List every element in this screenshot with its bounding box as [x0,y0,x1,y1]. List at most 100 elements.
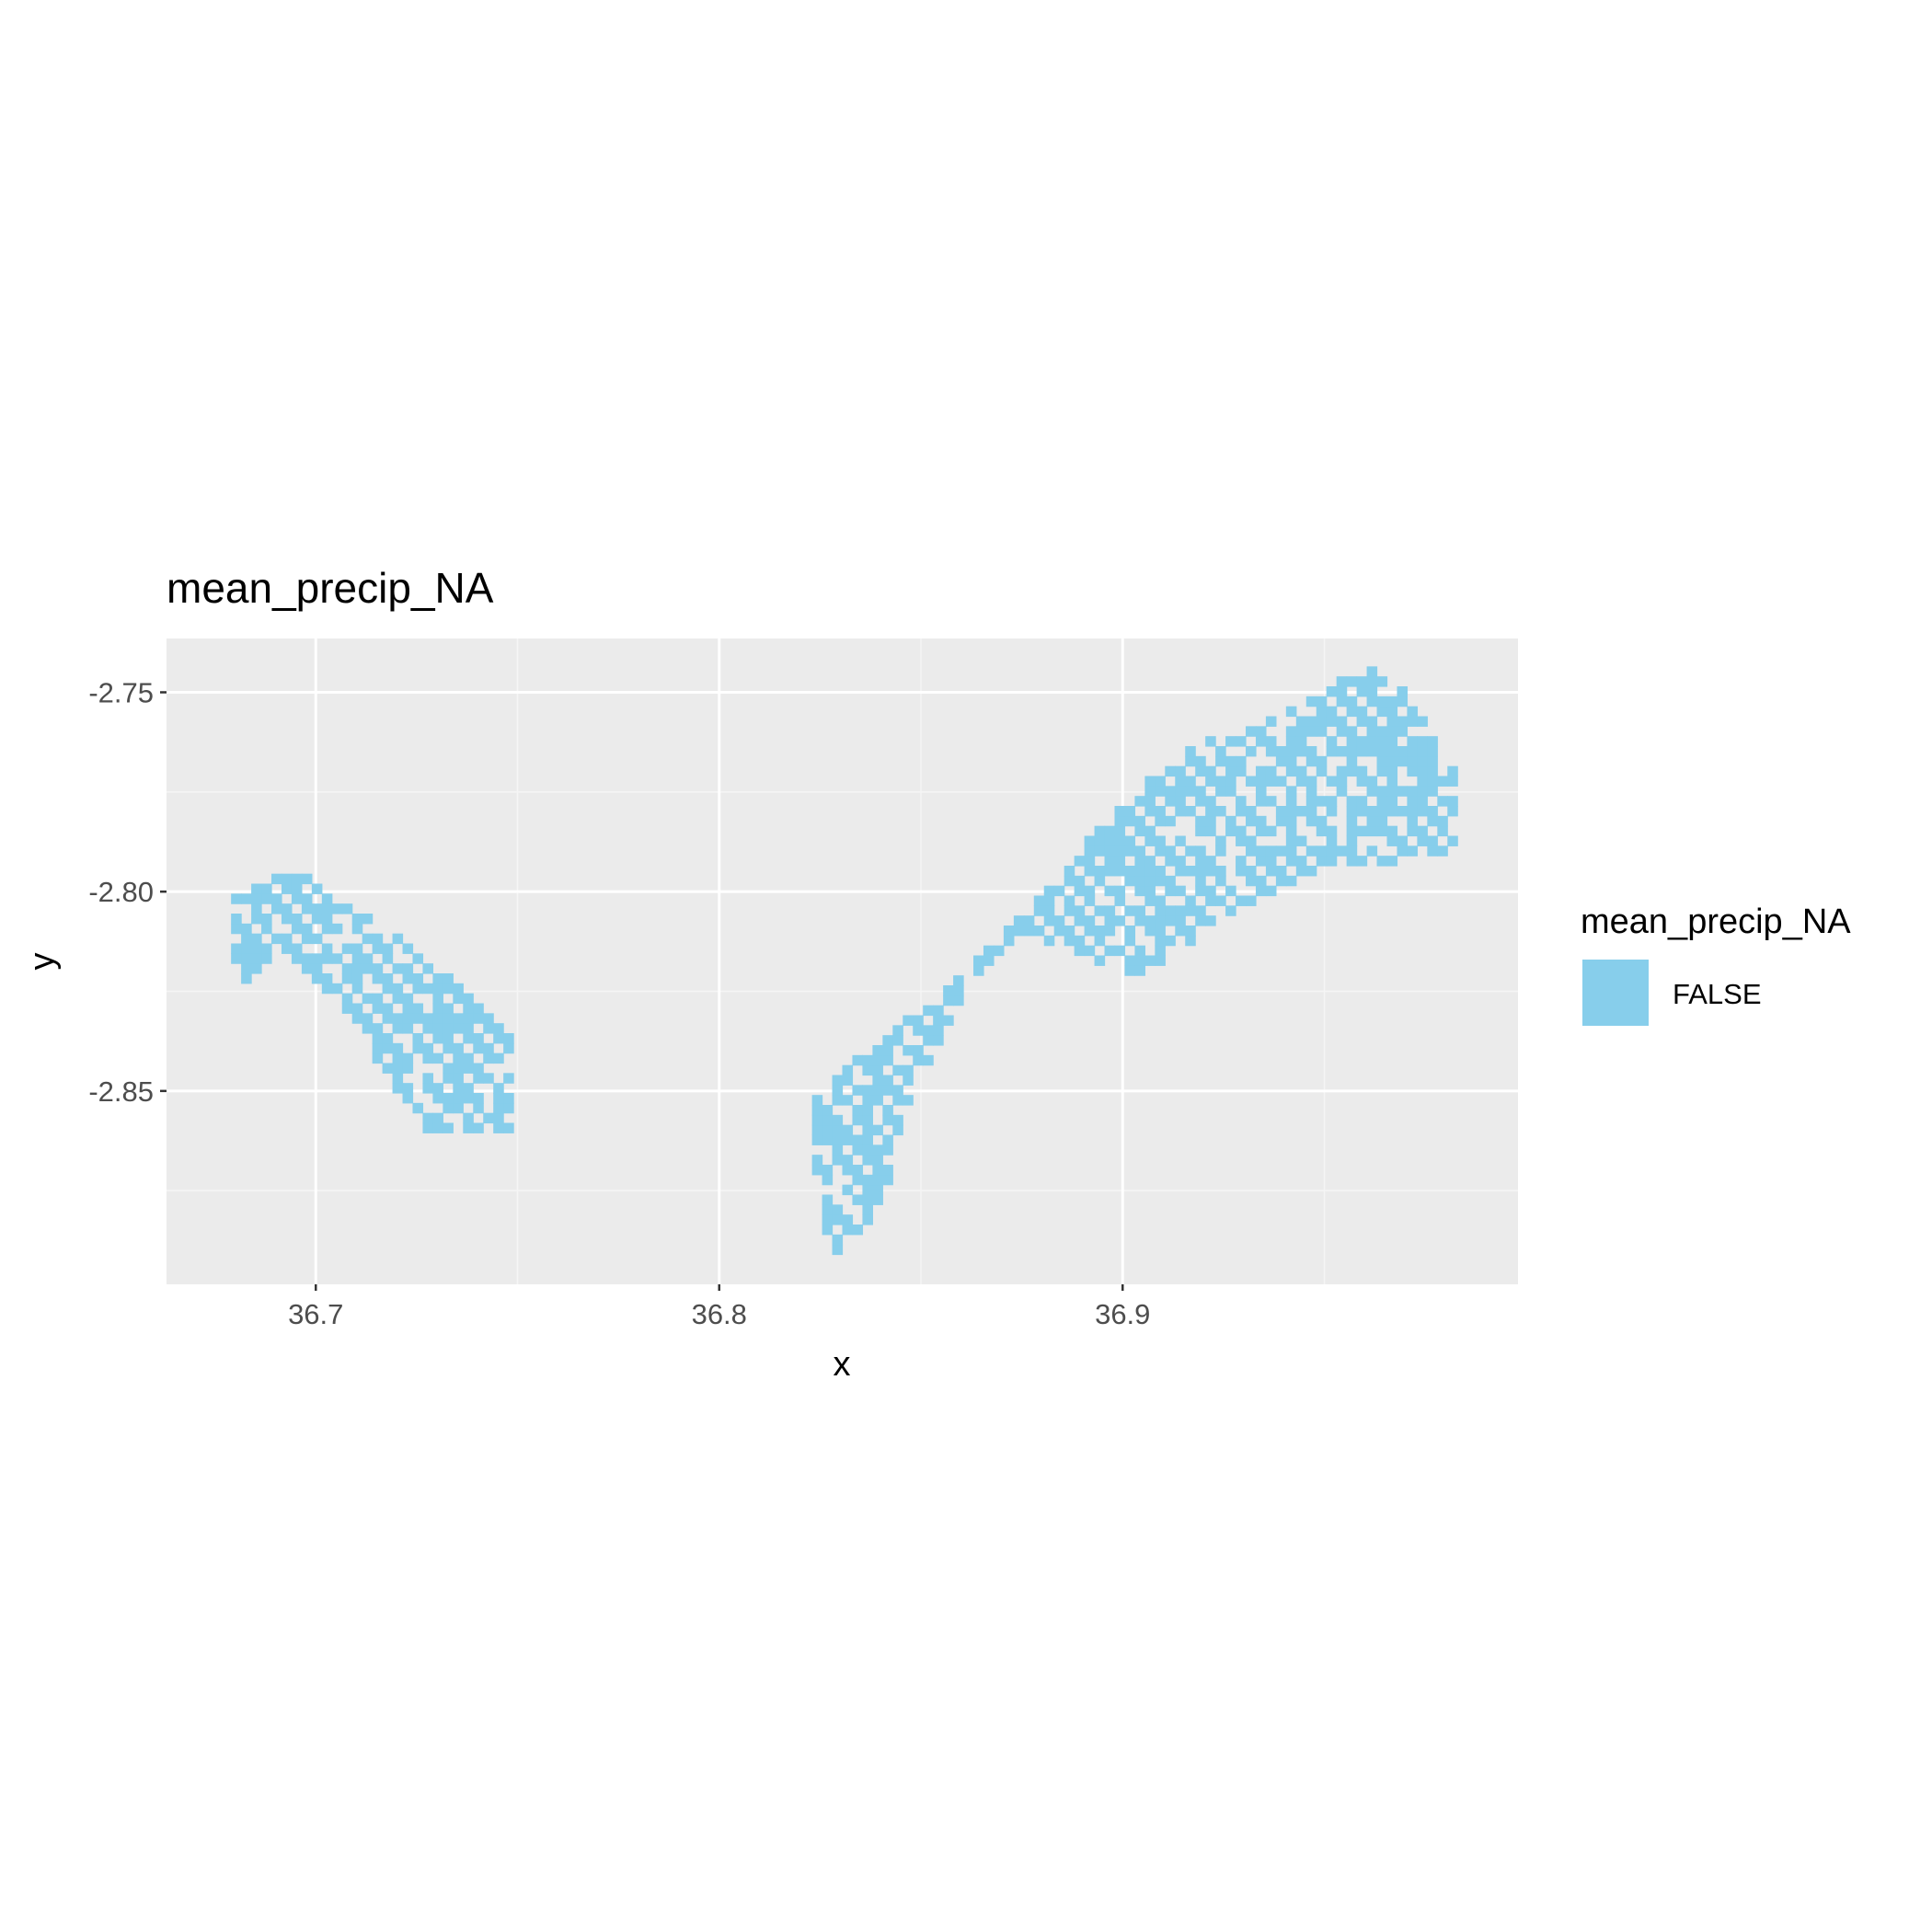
raster-cell [1265,765,1277,777]
raster-cell [1155,935,1166,947]
raster-cell [1094,866,1106,877]
raster-cell [1386,776,1398,787]
raster-cell [1134,965,1145,976]
raster-cell [362,1023,374,1034]
raster-cell [1114,895,1126,906]
raster-cell [453,993,464,1005]
raster-cell [1437,825,1448,837]
raster-cell [463,1093,474,1104]
raster-cell [1316,815,1328,827]
raster-cell [1104,835,1116,846]
raster-cell [382,983,394,995]
raster-cell [453,1102,464,1114]
raster-cell [862,1174,873,1186]
raster-cell [422,963,434,974]
raster-cell [832,1124,844,1136]
raster-cell [301,933,313,945]
raster-cell [1295,746,1307,757]
raster-cell [301,893,313,904]
raster-cell [1225,765,1236,777]
raster-cell [1246,815,1257,827]
raster-cell [241,893,252,904]
raster-cell [382,1042,394,1054]
raster-cell [1255,786,1267,797]
raster-cell [1285,765,1297,777]
raster-cell [1447,765,1458,777]
raster-cell [321,903,333,914]
raster-cell [1246,895,1257,906]
raster-cell [1205,866,1216,877]
raster-cell [432,1083,443,1094]
raster-cell [1427,845,1438,857]
raster-cell [1165,915,1176,926]
raster-cell [1305,716,1317,727]
raster-cell [1043,915,1055,926]
raster-cell [1386,736,1398,747]
raster-cell [1094,825,1106,837]
raster-cell [842,1064,854,1076]
raster-cell [892,1035,903,1046]
raster-cell [822,1165,834,1176]
raster-cell [903,1064,914,1076]
raster-cell [1246,776,1257,787]
raster-cell [1265,866,1277,877]
raster-cell [1336,776,1348,787]
raster-cell [301,963,313,974]
raster-cell [1285,736,1297,747]
raster-cell [1165,935,1176,947]
raster-cell [882,1054,893,1066]
raster-cell [1397,786,1409,797]
raster-cell [892,1085,903,1096]
raster-cell [852,1165,864,1176]
raster-cell [1144,866,1156,877]
raster-cell [231,953,242,964]
raster-cell [983,955,995,966]
raster-cell [1144,856,1156,867]
raster-cell [811,1134,823,1145]
raster-cell [432,1122,443,1133]
raster-cell [1386,706,1398,718]
raster-cell [1165,765,1176,777]
raster-cell [503,1042,514,1054]
raster-cell [503,1102,514,1114]
raster-cell [1104,885,1116,897]
raster-cell [493,1083,504,1094]
raster-cell [321,983,333,995]
raster-cell [1074,945,1086,957]
raster-cell [1043,905,1055,916]
raster-cell [872,1174,883,1186]
raster-cell [1255,825,1267,837]
raster-cell [261,923,272,935]
raster-cell [1064,875,1075,887]
raster-cell [943,995,954,1006]
raster-cell [231,943,242,954]
raster-cell [321,914,333,925]
raster-cell [1084,926,1096,937]
raster-cell [822,1214,834,1225]
raster-cell [1165,796,1176,807]
raster-cell [1376,726,1388,737]
raster-cell [1316,696,1328,707]
raster-cell [1053,915,1065,926]
raster-cell [1366,676,1378,687]
raster-cell [432,1003,443,1014]
raster-cell [1195,866,1206,877]
raster-cell [1295,866,1307,877]
raster-cell [1064,935,1075,947]
raster-cell [973,965,984,976]
raster-cell [463,1122,474,1133]
raster-cell [301,923,313,935]
raster-cell [862,1144,873,1156]
raster-cell [1265,825,1277,837]
raster-cell [422,1083,434,1094]
raster-cell [1295,765,1307,777]
raster-cell [453,1083,464,1094]
raster-cell [1417,796,1428,807]
raster-cell [281,873,293,885]
raster-cell [1285,796,1297,807]
raster-cell [341,973,353,984]
raster-cell [331,953,343,964]
raster-cell [1225,776,1236,787]
raster-cell [1134,866,1145,877]
raster-cell [372,933,384,945]
